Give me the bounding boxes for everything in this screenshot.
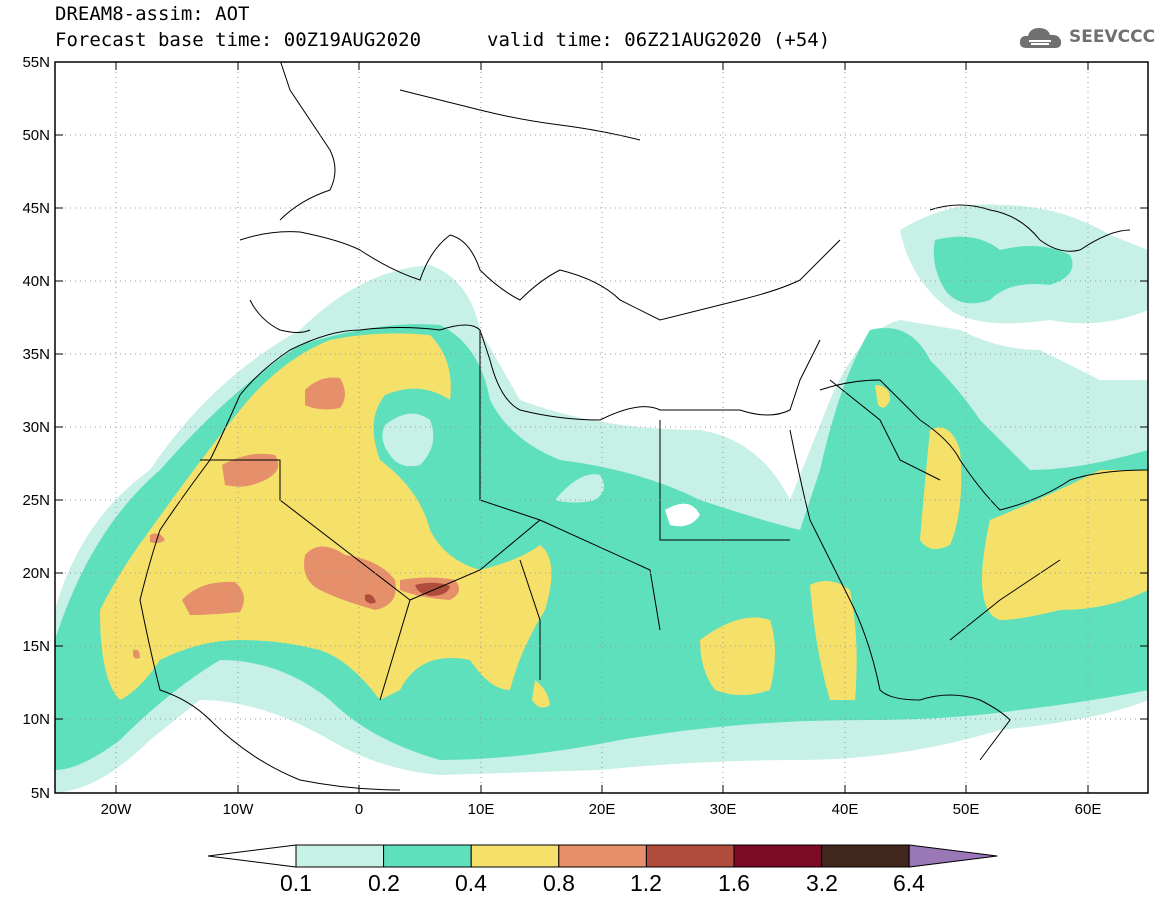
base-time-label: Forecast base time: 00Z19AUG2020 — [55, 29, 422, 51]
lon-label: 20W — [101, 801, 133, 818]
lon-ticks — [115, 62, 1089, 793]
colorbar-labels: 0.1 0.2 0.4 0.8 1.2 1.6 3.2 6.4 — [280, 870, 925, 896]
colorbar-segment — [645, 844, 735, 868]
cloud-icon — [1019, 28, 1062, 48]
colorbar-label: 1.6 — [718, 870, 750, 896]
lat-label: 35N — [22, 346, 50, 363]
lat-labels: 55N 50N 45N 40N 35N 30N 25N 20N 15N 10N … — [22, 54, 50, 802]
lat-label: 25N — [22, 492, 50, 509]
gridlines — [55, 62, 1148, 793]
colorbar-over-triangle — [908, 844, 998, 868]
lon-label: 20E — [589, 801, 616, 818]
lat-label: 50N — [22, 127, 50, 144]
coastlines — [139, 62, 1148, 791]
lat-label: 55N — [22, 54, 50, 71]
lat-ticks — [55, 61, 1148, 794]
colorbar-segment — [558, 844, 647, 868]
colorbar-segment — [821, 844, 910, 868]
lon-label: 60E — [1075, 801, 1102, 818]
logo-text: SEEVCCC — [1069, 27, 1156, 47]
valid-time-label: valid time: 06Z21AUG2020 (+54) — [487, 29, 831, 51]
aot-band-0-8 — [133, 377, 459, 659]
lat-label: 40N — [22, 273, 50, 290]
lat-label: 5N — [31, 785, 50, 802]
lon-label: 10W — [223, 801, 255, 818]
colorbar-segment — [470, 844, 560, 868]
colorbar-segment — [733, 844, 823, 868]
lat-label: 45N — [22, 200, 50, 217]
lat-label: 10N — [22, 711, 50, 728]
lon-label: 0 — [355, 801, 363, 818]
colorbar-label: 3.2 — [806, 870, 838, 896]
colorbar-segment — [383, 844, 472, 868]
colorbar-label: 6.4 — [893, 870, 925, 896]
lon-label: 50E — [953, 801, 980, 818]
colorbar-label: 0.1 — [280, 870, 312, 896]
colorbar-label: 1.2 — [630, 870, 662, 896]
colorbar-label: 0.8 — [543, 870, 575, 896]
colorbar-label: 0.2 — [368, 870, 400, 896]
lat-label: 30N — [22, 419, 50, 436]
seevccc-logo: SEEVCCC — [1017, 24, 1155, 50]
lat-label: 20N — [22, 565, 50, 582]
colorbar — [207, 844, 998, 868]
colorbar-under-triangle — [207, 844, 297, 868]
lon-label: 30E — [710, 801, 737, 818]
aot-band-1-2 — [365, 582, 450, 604]
colorbar-label: 0.4 — [455, 870, 487, 896]
lat-label: 15N — [22, 638, 50, 655]
colorbar-segment — [295, 844, 385, 868]
lon-label: 40E — [832, 801, 859, 818]
lon-label: 10E — [468, 801, 495, 818]
chart-title: DREAM8-assim: AOT — [55, 3, 250, 25]
lon-labels: 20W 10W 0 10E 20E 30E 40E 50E 60E — [101, 801, 1102, 818]
